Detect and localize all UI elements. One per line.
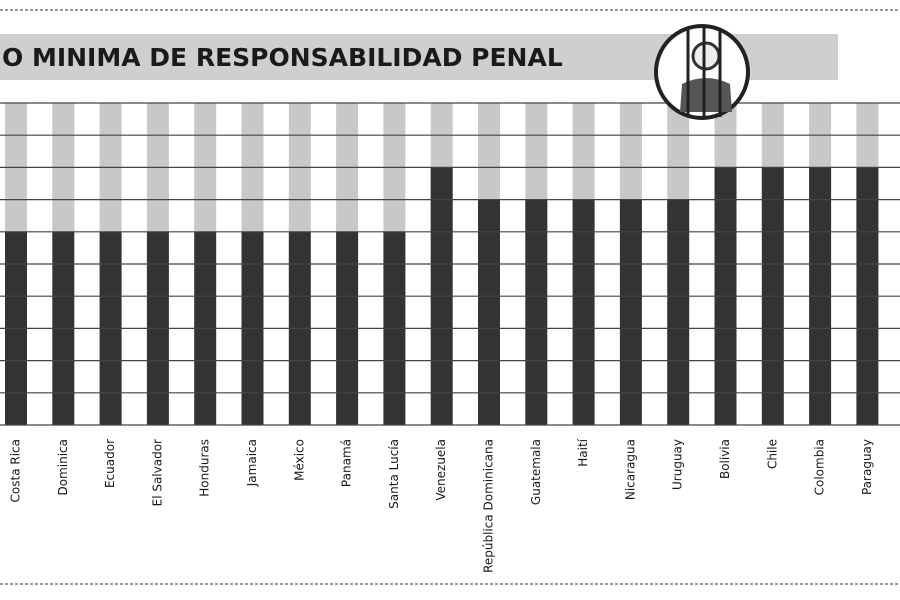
x-tick-label: Colombia (813, 439, 827, 495)
x-tick-label: Costa Rica (9, 439, 23, 502)
column-background (288, 103, 311, 233)
column-background (52, 103, 75, 233)
x-tick-label: Jamaica (245, 439, 259, 487)
bar (478, 199, 500, 425)
x-tick-label: Ecuador (103, 439, 117, 488)
bar (667, 199, 690, 425)
chart-title: O MINIMA DE RESPONSABILIDAD PENAL (2, 43, 563, 72)
icon-head (691, 41, 721, 71)
bar (619, 199, 642, 425)
x-tick-label: Guatemala (529, 439, 543, 505)
column-background (99, 103, 122, 233)
x-tick-label: Nicaragua (623, 439, 637, 500)
x-tick-label: Uruguay (671, 439, 685, 490)
x-tick-label: Dominica (56, 439, 70, 496)
x-tick-label: Bolivia (718, 439, 732, 479)
x-tick-label: Paraguay (860, 439, 874, 495)
column-background (241, 103, 264, 233)
x-tick-label: El Salvador (150, 439, 164, 506)
bar (572, 199, 595, 425)
column-background (336, 103, 359, 233)
x-tick-label: Venezuela (434, 439, 448, 501)
x-tick-label: Panamá (340, 439, 354, 487)
x-tick-label: Chile (765, 439, 779, 469)
column-background (194, 103, 217, 233)
plot: Costa Rica Dominica Ecuador El Salvador Hond… (0, 102, 900, 573)
x-tick-label: Santa Lucía (387, 439, 401, 509)
x-tick-label: Honduras (198, 439, 212, 497)
x-tick-label: México (292, 439, 306, 481)
column-background (383, 103, 406, 233)
column-background (146, 103, 169, 233)
column-background (5, 103, 27, 233)
bar (525, 199, 548, 425)
x-tick-label: Haití (576, 438, 590, 466)
x-tick-label: República Dominicana (482, 439, 496, 573)
icon (654, 24, 750, 120)
